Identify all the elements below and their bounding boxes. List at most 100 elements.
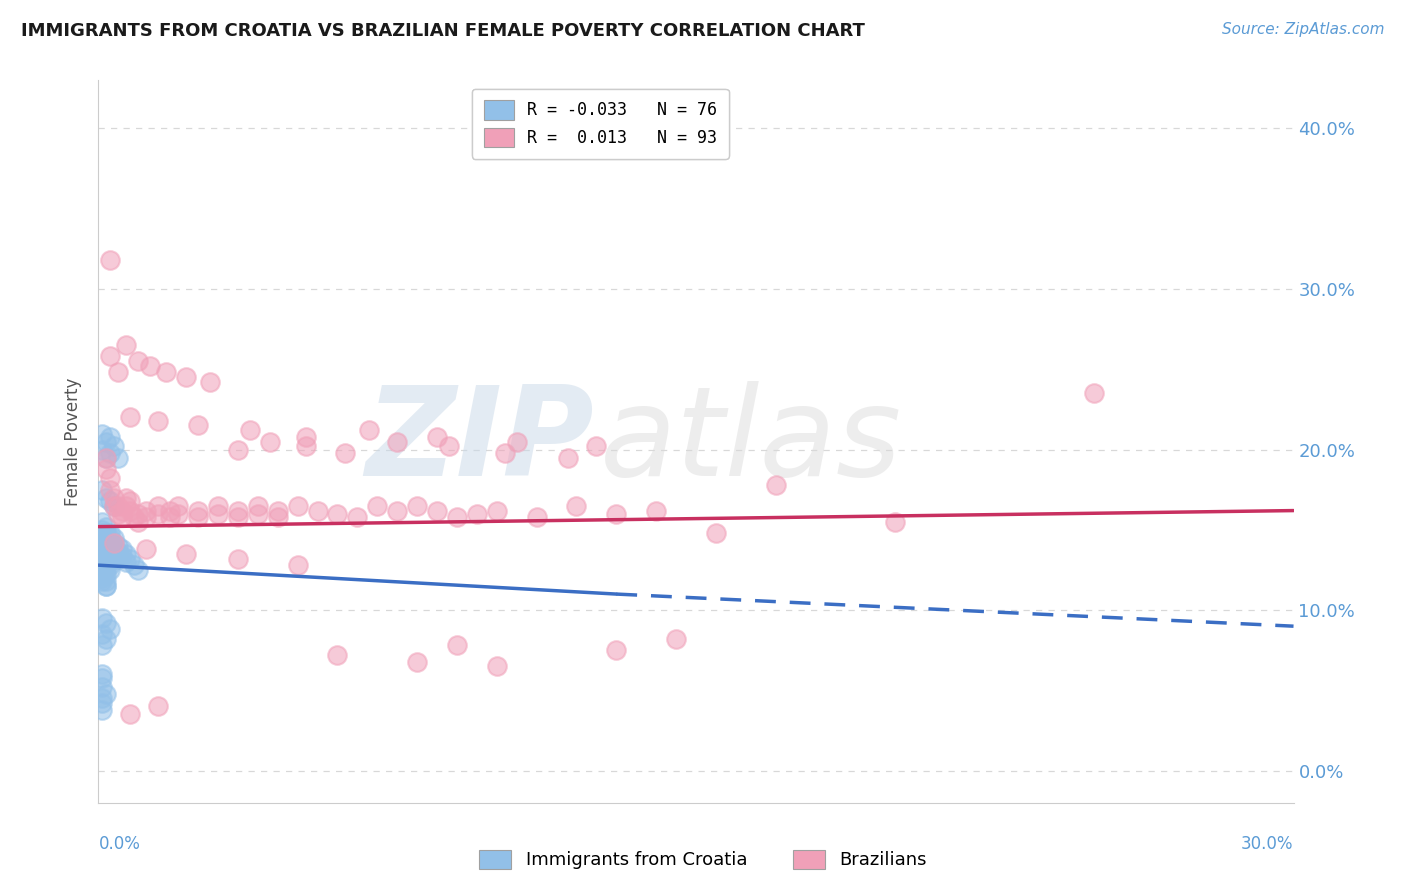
Point <box>103 499 125 513</box>
Point <box>426 430 449 444</box>
Point <box>91 627 114 641</box>
Point <box>98 563 122 577</box>
Point <box>91 531 114 545</box>
Point <box>485 503 508 517</box>
Point <box>91 639 114 653</box>
Point <box>127 563 149 577</box>
Text: 30.0%: 30.0% <box>1241 835 1294 854</box>
Point <box>96 558 118 573</box>
Point <box>98 494 122 508</box>
Point <box>494 446 516 460</box>
Point <box>765 478 787 492</box>
Point <box>103 551 125 566</box>
Point <box>111 542 134 557</box>
Point <box>645 503 668 517</box>
Point <box>139 359 162 373</box>
Point <box>98 446 122 460</box>
Point <box>120 410 142 425</box>
Point <box>91 574 114 589</box>
Point <box>96 462 118 476</box>
Point <box>605 643 627 657</box>
Point <box>207 507 229 521</box>
Point <box>187 418 209 433</box>
Point <box>446 510 468 524</box>
Point <box>135 510 157 524</box>
Point <box>91 691 114 706</box>
Point <box>96 542 118 557</box>
Point <box>366 499 388 513</box>
Text: IMMIGRANTS FROM CROATIA VS BRAZILIAN FEMALE POVERTY CORRELATION CHART: IMMIGRANTS FROM CROATIA VS BRAZILIAN FEM… <box>21 22 865 40</box>
Point <box>107 450 129 465</box>
Point <box>167 499 190 513</box>
Point <box>96 491 118 505</box>
Point <box>135 542 157 557</box>
Point <box>124 558 146 573</box>
Point <box>246 507 269 521</box>
Point <box>91 547 114 561</box>
Point <box>267 503 290 517</box>
Point <box>120 551 142 566</box>
Point <box>98 483 122 497</box>
Point <box>91 539 114 553</box>
Point <box>127 507 149 521</box>
Point <box>96 579 118 593</box>
Point <box>159 503 181 517</box>
Point <box>107 551 129 566</box>
Text: atlas: atlas <box>600 381 903 502</box>
Point <box>506 434 529 449</box>
Point <box>148 499 170 513</box>
Point <box>557 450 579 465</box>
Point <box>98 547 122 561</box>
Point <box>239 423 262 437</box>
Point <box>96 535 118 549</box>
Point <box>96 434 118 449</box>
Point <box>605 507 627 521</box>
Point <box>226 510 249 524</box>
Point <box>96 551 118 566</box>
Point <box>96 531 118 545</box>
Point <box>96 450 118 465</box>
Point <box>174 547 197 561</box>
Point <box>91 563 114 577</box>
Point <box>135 503 157 517</box>
Point <box>294 439 316 453</box>
Point <box>287 558 309 573</box>
Point <box>103 547 125 561</box>
Point <box>406 655 429 669</box>
Point <box>111 503 134 517</box>
Point <box>103 542 125 557</box>
Point <box>124 510 146 524</box>
Point <box>91 667 114 681</box>
Point <box>103 535 125 549</box>
Point <box>526 510 548 524</box>
Point <box>91 551 114 566</box>
Point <box>1083 386 1105 401</box>
Point <box>335 446 357 460</box>
Point <box>91 442 114 457</box>
Point <box>98 551 122 566</box>
Point <box>91 526 114 541</box>
Point <box>385 503 409 517</box>
Point <box>174 370 197 384</box>
Point <box>307 503 329 517</box>
Point <box>115 338 138 352</box>
Point <box>127 515 149 529</box>
Point <box>96 574 118 589</box>
Point <box>287 499 309 513</box>
Point <box>91 611 114 625</box>
Point <box>127 354 149 368</box>
Point <box>207 499 229 513</box>
Point <box>120 503 142 517</box>
Point <box>226 503 249 517</box>
Point <box>103 535 125 549</box>
Point <box>91 571 114 585</box>
Point <box>115 555 138 569</box>
Point <box>98 430 122 444</box>
Point <box>115 499 138 513</box>
Point <box>115 547 138 561</box>
Point <box>148 414 170 428</box>
Point <box>98 558 122 573</box>
Point <box>465 507 488 521</box>
Point <box>98 535 122 549</box>
Point <box>103 531 125 545</box>
